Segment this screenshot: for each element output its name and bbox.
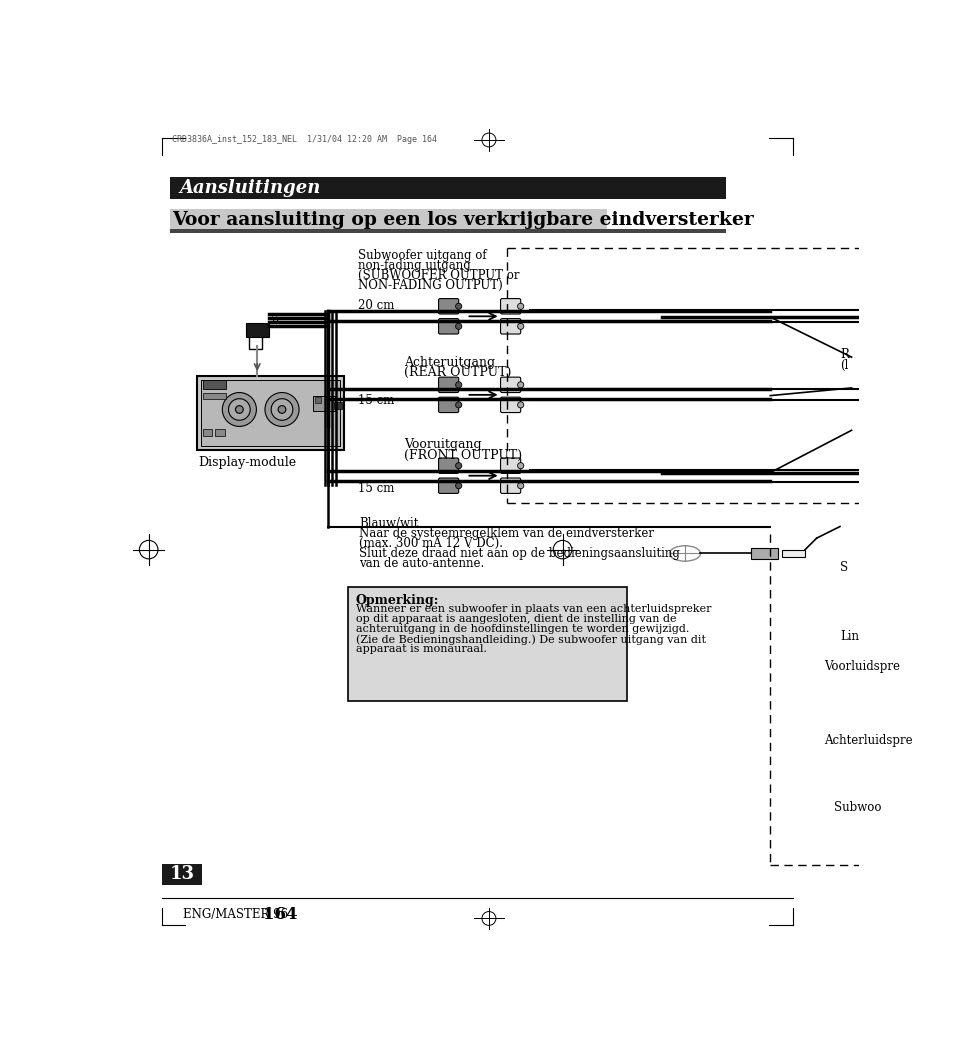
Circle shape — [517, 462, 523, 469]
Text: Lin: Lin — [840, 631, 858, 643]
Text: Voorluidspre: Voorluidspre — [823, 660, 900, 673]
FancyBboxPatch shape — [314, 397, 320, 404]
Text: Subwoo: Subwoo — [833, 801, 881, 813]
FancyBboxPatch shape — [170, 177, 725, 199]
Circle shape — [456, 482, 461, 489]
Text: Naar de systeemregelklem van de eindversterker: Naar de systeemregelklem van de eindvers… — [359, 528, 654, 540]
FancyBboxPatch shape — [249, 332, 261, 349]
Text: 13: 13 — [170, 865, 194, 883]
Text: (Zie de Bedieningshandleiding.) De subwoofer uitgang van dit: (Zie de Bedieningshandleiding.) De subwo… — [355, 635, 705, 645]
FancyBboxPatch shape — [438, 298, 458, 314]
Text: (SUBWOOFER OUTPUT or: (SUBWOOFER OUTPUT or — [357, 269, 518, 283]
Text: ENG/MASTER 96: ENG/MASTER 96 — [183, 908, 288, 921]
Text: Subwoofer uitgang of: Subwoofer uitgang of — [357, 249, 486, 263]
FancyBboxPatch shape — [348, 586, 626, 701]
FancyBboxPatch shape — [203, 392, 226, 398]
Text: apparaat is monauraal.: apparaat is monauraal. — [355, 644, 486, 655]
Text: (max. 300 mA 12 V DC).: (max. 300 mA 12 V DC). — [359, 537, 503, 551]
Text: Blauw/wit: Blauw/wit — [359, 517, 418, 531]
Circle shape — [517, 304, 523, 309]
FancyBboxPatch shape — [438, 318, 458, 334]
FancyBboxPatch shape — [170, 209, 607, 229]
Text: van de auto-antenne.: van de auto-antenne. — [359, 557, 484, 571]
Circle shape — [517, 324, 523, 329]
FancyBboxPatch shape — [215, 429, 224, 436]
Text: 20 cm: 20 cm — [357, 300, 394, 312]
Text: NON-FADING OUTPUT): NON-FADING OUTPUT) — [357, 280, 502, 292]
FancyBboxPatch shape — [438, 458, 458, 473]
Text: Display-module: Display-module — [198, 456, 296, 469]
FancyBboxPatch shape — [750, 548, 778, 559]
Text: Vooruitgang: Vooruitgang — [404, 438, 481, 451]
Text: Aansluitingen: Aansluitingen — [179, 179, 321, 197]
FancyBboxPatch shape — [438, 397, 458, 413]
Circle shape — [229, 398, 250, 420]
Circle shape — [271, 398, 293, 420]
Text: 15 cm: 15 cm — [357, 394, 394, 407]
Text: Opmerking:: Opmerking: — [355, 594, 438, 606]
FancyBboxPatch shape — [500, 458, 520, 473]
Text: Wanneer er een subwoofer in plaats van een achterluidspreker: Wanneer er een subwoofer in plaats van e… — [355, 604, 710, 614]
FancyBboxPatch shape — [162, 864, 202, 885]
FancyBboxPatch shape — [170, 229, 725, 233]
Text: 164: 164 — [262, 906, 296, 923]
FancyBboxPatch shape — [500, 298, 520, 314]
FancyBboxPatch shape — [781, 550, 804, 557]
Text: Sluit deze draad niet aan op de bedieningsaansluiting: Sluit deze draad niet aan op de bedienin… — [359, 548, 679, 560]
Text: non-fading uitgang: non-fading uitgang — [357, 260, 470, 272]
FancyBboxPatch shape — [438, 478, 458, 493]
Text: Voor aansluiting op een los verkrijgbare eindversterker: Voor aansluiting op een los verkrijgbare… — [172, 211, 753, 229]
Circle shape — [456, 382, 461, 388]
Text: R: R — [840, 348, 848, 360]
FancyBboxPatch shape — [500, 318, 520, 334]
Text: (l: (l — [840, 358, 847, 372]
Circle shape — [265, 392, 298, 427]
Text: (REAR OUTPUT): (REAR OUTPUT) — [404, 367, 512, 379]
FancyBboxPatch shape — [203, 380, 226, 390]
FancyBboxPatch shape — [203, 429, 212, 436]
FancyBboxPatch shape — [500, 478, 520, 493]
Circle shape — [456, 401, 461, 408]
Text: Achterluidspre: Achterluidspre — [823, 735, 912, 747]
FancyBboxPatch shape — [200, 380, 340, 446]
Text: (FRONT OUTPUT): (FRONT OUTPUT) — [404, 449, 522, 461]
Text: 15 cm: 15 cm — [357, 481, 394, 495]
FancyBboxPatch shape — [313, 395, 335, 411]
Text: Achteruitgang: Achteruitgang — [404, 355, 495, 369]
FancyBboxPatch shape — [334, 401, 341, 410]
Text: op dit apparaat is aangesloten, dient de instelling van de: op dit apparaat is aangesloten, dient de… — [355, 614, 676, 624]
Circle shape — [456, 304, 461, 309]
Text: S: S — [840, 561, 847, 574]
Text: achteruitgang in de hoofdinstellingen te worden gewijzigd.: achteruitgang in de hoofdinstellingen te… — [355, 624, 688, 635]
Circle shape — [456, 462, 461, 469]
Circle shape — [278, 406, 286, 413]
Circle shape — [517, 382, 523, 388]
Circle shape — [517, 401, 523, 408]
FancyBboxPatch shape — [500, 397, 520, 413]
Circle shape — [517, 482, 523, 489]
FancyBboxPatch shape — [438, 377, 458, 392]
Circle shape — [235, 406, 243, 413]
FancyBboxPatch shape — [245, 324, 269, 337]
Circle shape — [456, 324, 461, 329]
FancyBboxPatch shape — [500, 377, 520, 392]
FancyBboxPatch shape — [196, 376, 344, 450]
Text: CRD3836A_inst_152_183_NEL  1/31/04 12:20 AM  Page 164: CRD3836A_inst_152_183_NEL 1/31/04 12:20 … — [172, 135, 436, 144]
Circle shape — [222, 392, 256, 427]
